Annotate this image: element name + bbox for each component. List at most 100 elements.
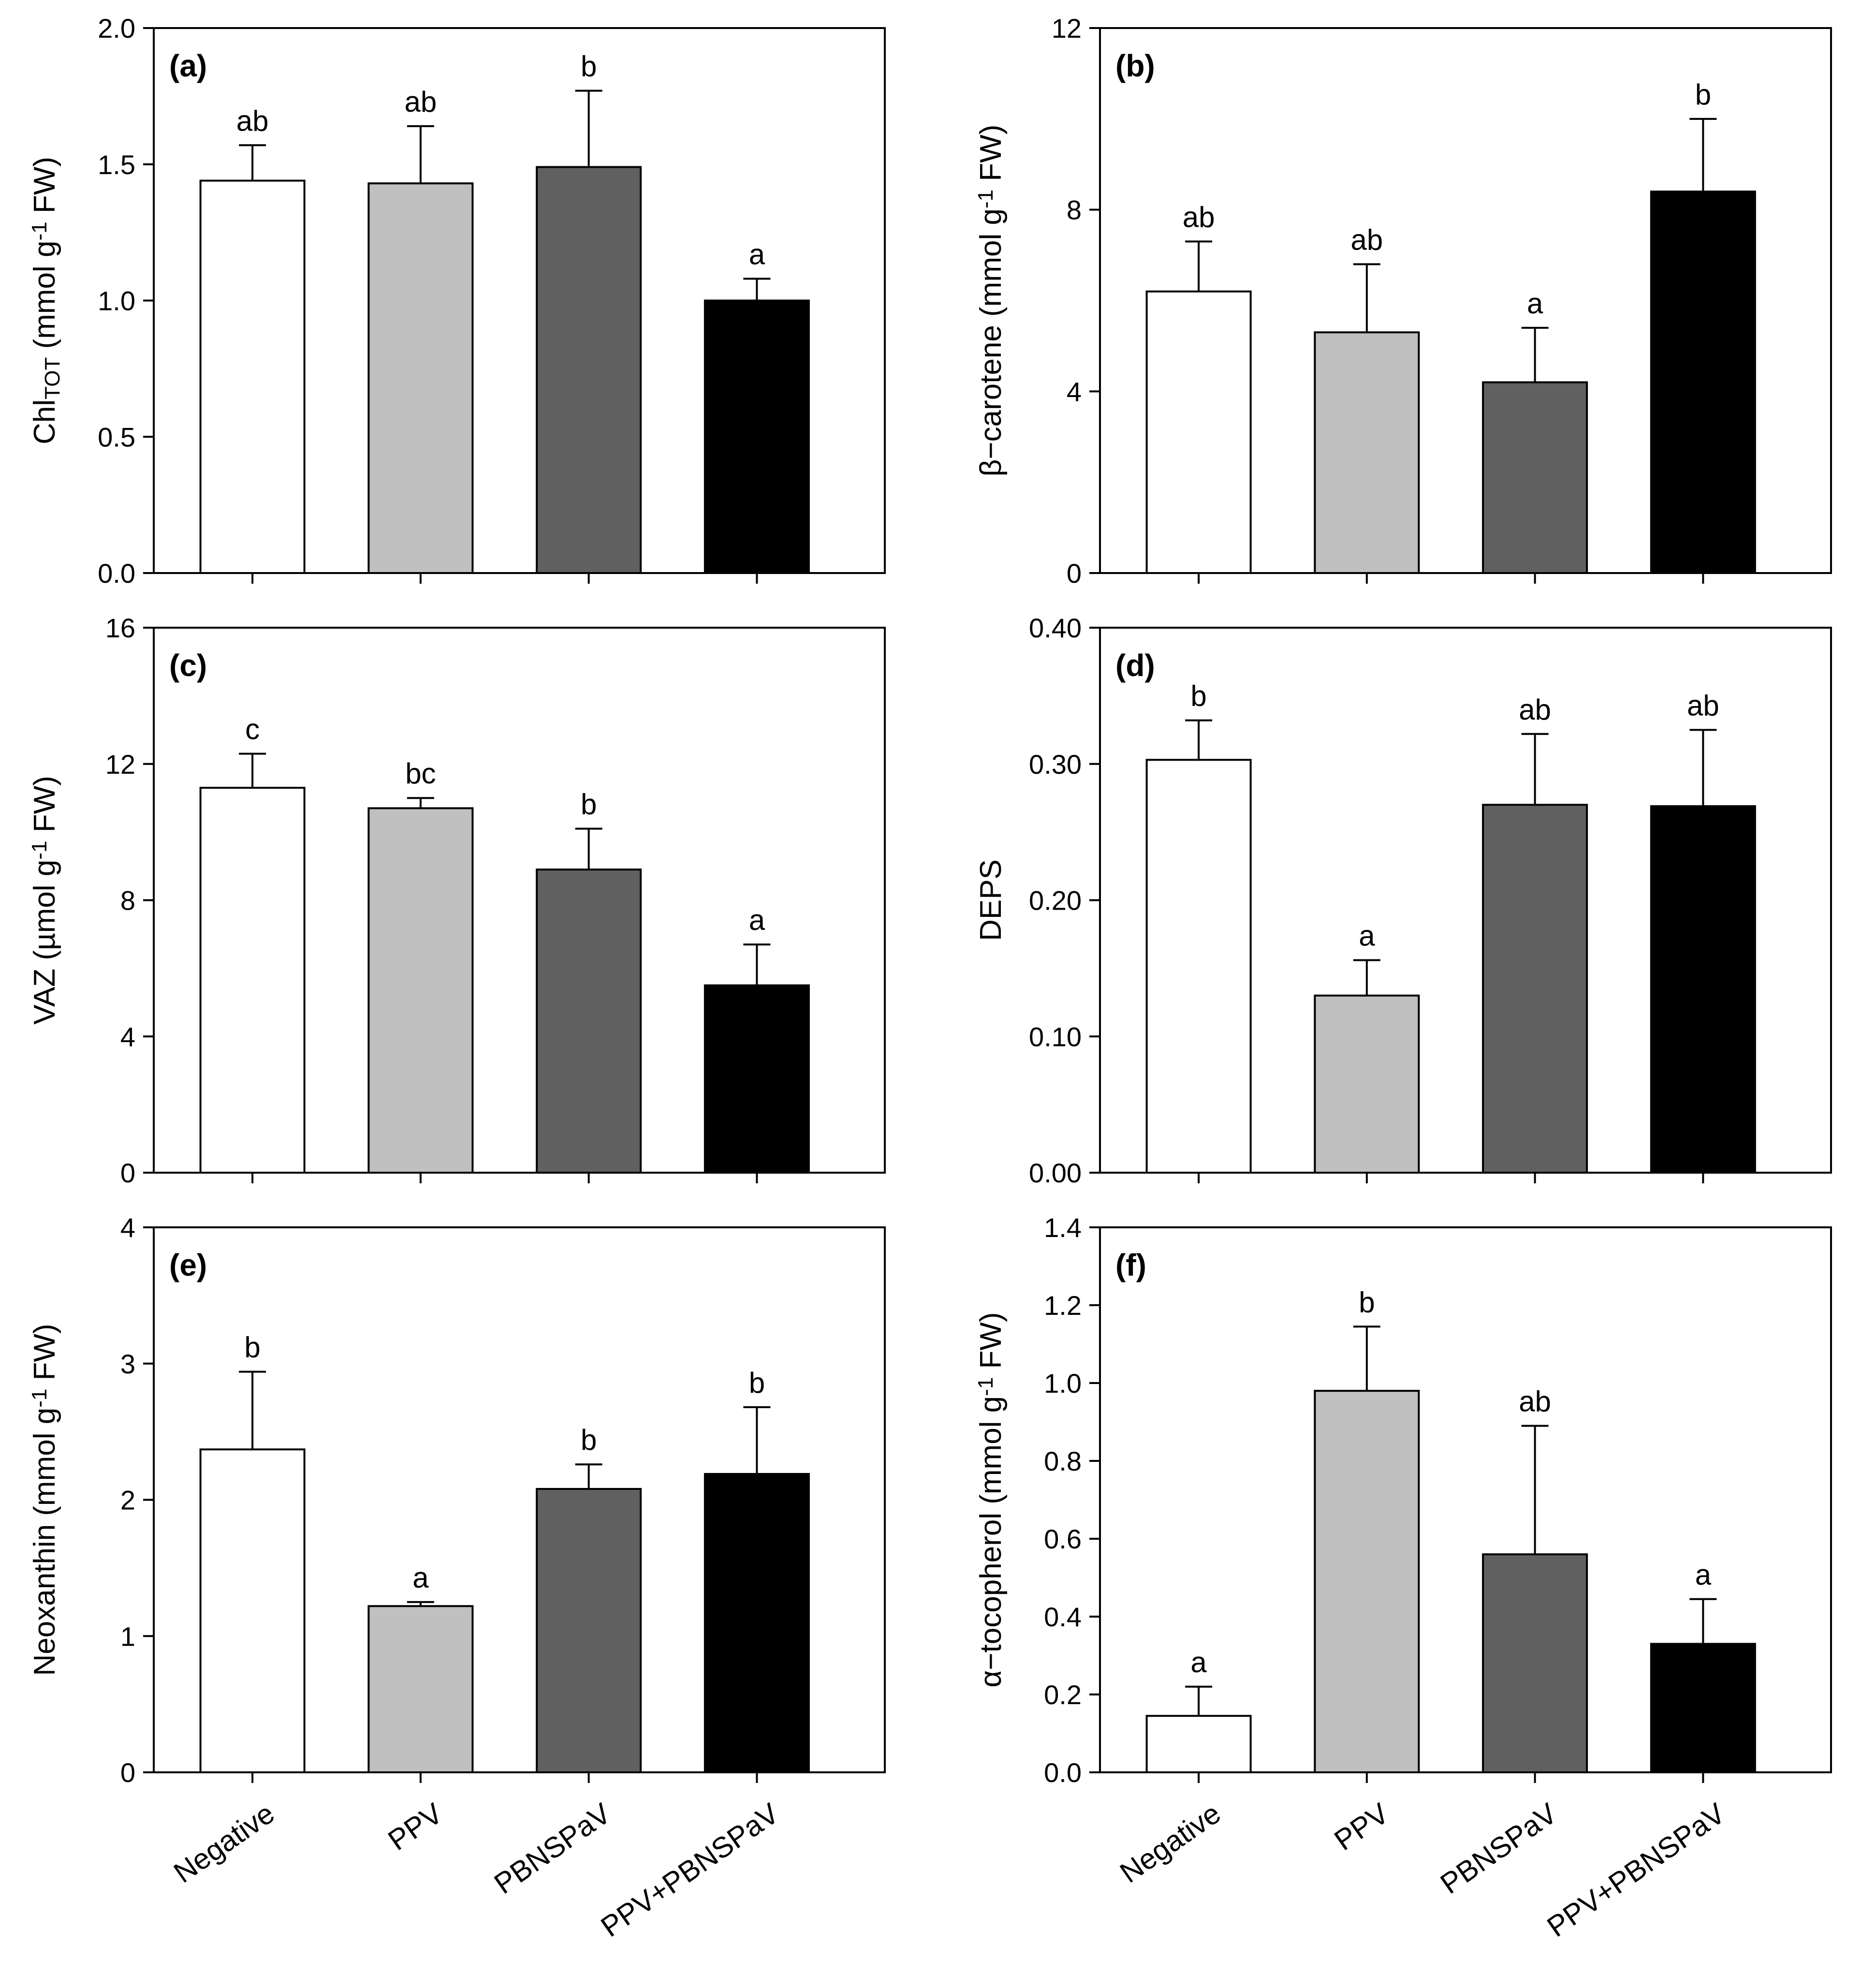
panel-label: (c) [169,648,207,683]
y-axis-label-rest: (mmol g [28,241,61,357]
y-tick-label: 1.0 [1044,1368,1082,1399]
y-tick-label: 1.2 [1044,1290,1082,1321]
y-tick-label: 0.10 [1029,1021,1082,1052]
y-tick-label: 12 [105,749,135,780]
y-axis-label-end: FW) [974,125,1008,190]
significance-letter: b [749,1367,765,1399]
y-tick-label: 0 [120,1757,135,1788]
bar-ppv [367,807,474,1174]
y-tick-label: 0.30 [1029,749,1082,780]
bar-ppv-plus-pbnspav [704,984,810,1174]
significance-letter: a [1359,919,1375,952]
bar-ppv [367,1605,474,1773]
y-tick-label: 0.00 [1029,1158,1082,1188]
y-tick-label: 16 [105,613,135,643]
significance-letter: ab [1183,201,1215,233]
significance-letter: b [581,1424,597,1456]
significance-letter: b [1359,1286,1375,1318]
significance-letter: a [1527,287,1543,320]
panel-label: (d) [1115,648,1155,683]
significance-letter: a [1190,1646,1207,1679]
y-tick-label: 0.0 [1044,1757,1082,1788]
y-tick-label: 0.40 [1029,613,1082,643]
y-axis-label-main: DEPS [974,859,1008,941]
panel-label: (e) [169,1248,207,1282]
y-tick-label: 8 [120,885,135,916]
significance-letter: b [1695,78,1711,111]
significance-letter: b [1190,680,1206,712]
y-tick-label: 0.0 [98,558,135,589]
y-tick-label: 2.0 [98,13,135,44]
y-axis-label-main: α−tocopherol [974,1513,1008,1688]
y-tick-label: 3 [120,1349,135,1379]
y-tick-label: 0 [120,1158,135,1188]
significance-letter: a [412,1561,429,1594]
bar-ppv-plus-pbnspav [1650,1643,1756,1774]
bar-ppv-plus-pbnspav [704,299,810,574]
bar-pbnspav [1482,1553,1588,1773]
y-tick-label: 12 [1052,13,1082,44]
bar-ppv [367,182,474,574]
y-axis-label: DEPS [974,859,1008,941]
y-tick-label: 4 [120,1021,135,1052]
y-tick-label: 1.4 [1044,1212,1082,1243]
y-axis-label-sup: -1 [974,190,997,208]
bar-negative [1145,759,1252,1174]
y-tick-label: 4 [1067,376,1082,407]
chart-panel-4: 0.00 0.10 0.20 0.30 0.40 b a ab ab (d) DEPS [974,613,1832,1188]
bar-negative [1145,1715,1252,1773]
plot-frame [1099,27,1832,574]
significance-letter: ab [405,86,437,118]
y-tick-label: 0.6 [1044,1524,1082,1554]
bar-ppv-plus-pbnspav [704,1473,810,1773]
bar-pbnspav [536,1487,642,1773]
significance-letter: ab [1519,693,1551,726]
significance-letter: ab [1687,689,1719,722]
bar-negative [199,787,306,1174]
y-axis-label-end: FW) [974,1312,1008,1377]
x-category-label: PPV+PBNSPaV [1541,1797,1731,1944]
y-axis-label-main: β−carotene [974,325,1008,476]
y-tick-label: 1 [120,1621,135,1651]
y-tick-label: 0.20 [1029,885,1082,916]
x-category-label: PPV [1329,1797,1395,1857]
significance-letter: ab [236,104,269,137]
panel-label: (f) [1115,1248,1146,1282]
bar-pbnspav [1482,381,1588,574]
panel-label: (a) [169,48,207,83]
y-tick-label: 1.0 [98,286,135,316]
bar-ppv [1314,331,1420,574]
y-axis-label-main: Chl [28,399,61,444]
y-tick-label: 0.5 [98,422,135,452]
significance-letter: a [749,904,765,936]
x-category-label: Negative [1114,1797,1226,1889]
significance-letter: ab [1519,1385,1551,1418]
significance-letter: b [244,1331,260,1364]
y-axis-label: α−tocopherol (mmol g-1 FW) [974,1312,1008,1687]
y-axis-label-rest: (mmol g [974,1396,1008,1513]
bar-ppv [1314,1390,1420,1774]
y-axis-label-rest: (µmol g [28,860,61,969]
y-tick-label: 8 [1067,195,1082,225]
y-axis-label-sup: -1 [28,1389,51,1408]
plot-frame [1099,1226,1832,1773]
bar-ppv [1314,994,1420,1174]
chart-panel-3: 0 4 8 12 16 c bc b a (c) VAZ (µmol g-1 FW) [28,613,886,1188]
chart-panel-1: 0.0 0.5 1.0 1.5 2.0 ab ab b a (a) ChlTOT (mmol g-1… [28,13,886,589]
significance-letter: c [245,713,260,746]
y-axis-label-end: FW) [28,157,61,221]
y-tick-label: 0.2 [1044,1679,1082,1710]
y-axis-label-sup: -1 [28,840,51,859]
y-tick-label: 1.5 [98,149,135,180]
x-category-label: PBNSPaV [488,1797,616,1900]
significance-letter: b [581,788,597,821]
y-axis-label: VAZ (µmol g-1 FW) [28,776,61,1025]
bar-ppv-plus-pbnspav [1650,805,1756,1174]
y-axis-label: β−carotene (mmol g-1 FW) [974,125,1008,477]
y-axis-label-main: Neoxanthin [28,1524,61,1676]
significance-letter: ab [1351,223,1383,256]
y-tick-label: 4 [120,1212,135,1243]
significance-letter: b [581,50,597,83]
